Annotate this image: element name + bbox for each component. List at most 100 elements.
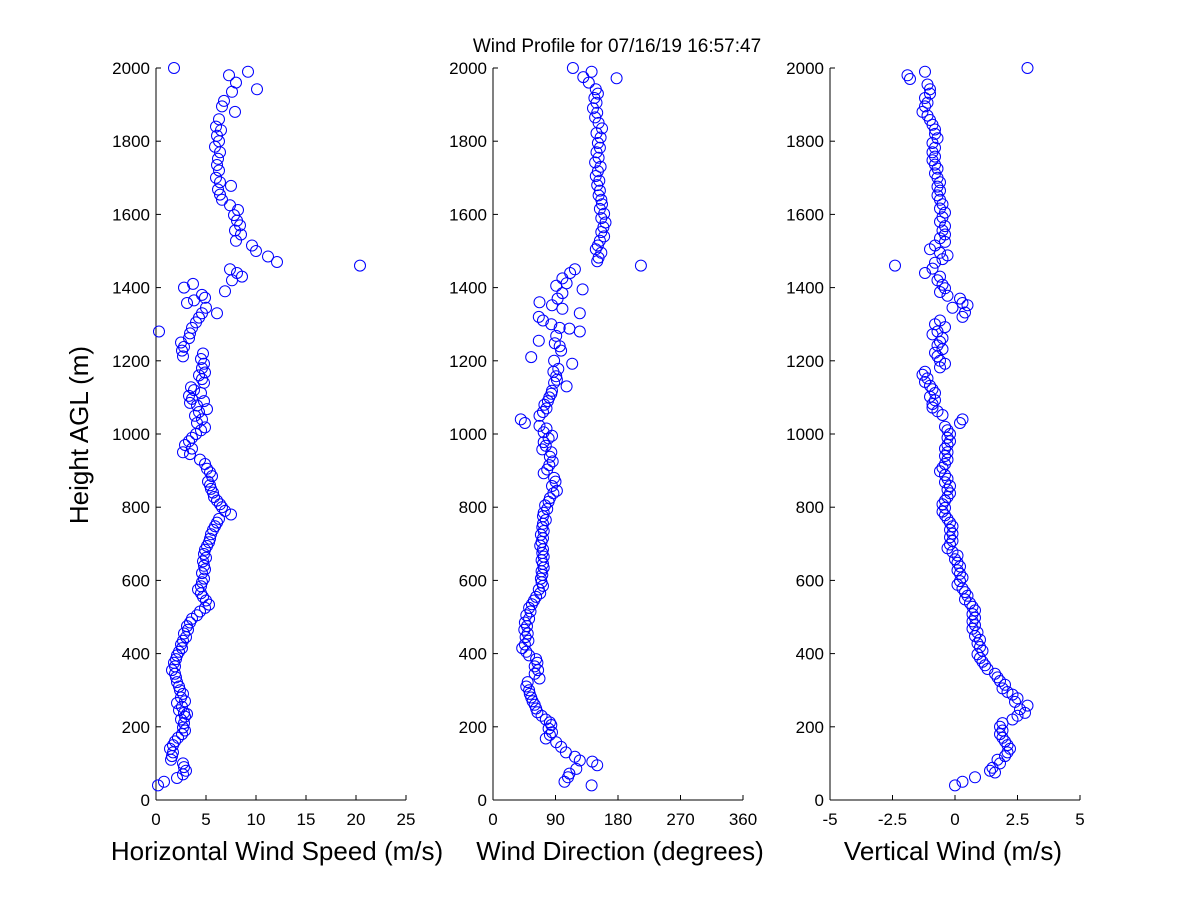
panel-wind-direction: 0 200 400 600 800 1000 1200 1400 1600 1800 2000 0 9… xyxy=(449,59,764,866)
data-point xyxy=(936,505,949,518)
data-point xyxy=(182,623,194,636)
data-point xyxy=(549,475,562,488)
data-point xyxy=(929,150,941,163)
data-point xyxy=(251,83,263,96)
data-point xyxy=(941,424,954,437)
data-point xyxy=(534,587,547,600)
data-point xyxy=(153,325,165,338)
data-point xyxy=(944,428,956,440)
data-point xyxy=(984,764,996,777)
y-tick-label: 1600 xyxy=(786,205,824,224)
data-point xyxy=(996,731,1009,744)
data-point xyxy=(190,428,202,440)
data-point xyxy=(566,357,579,370)
axis-lines xyxy=(155,68,406,801)
data-point xyxy=(183,389,195,402)
data-point xyxy=(540,402,553,415)
data-point xyxy=(174,684,186,697)
data-point xyxy=(951,556,964,569)
x-axis-label-wind-direction: Wind Direction (degrees) xyxy=(476,836,764,866)
data-point xyxy=(212,152,224,165)
data-point xyxy=(904,73,916,85)
x-axis-ticks: -5 -2.5 0 2.5 5 xyxy=(822,795,1085,829)
data-point xyxy=(205,528,217,541)
data-point xyxy=(226,274,238,287)
x-tick-label: -2.5 xyxy=(878,810,907,829)
y-tick-label: 400 xyxy=(796,645,824,664)
y-axis-ticks: 0 200 400 600 800 1000 1200 1400 1600 1800 2000 xyxy=(112,59,161,810)
data-point xyxy=(1004,742,1016,755)
data-point xyxy=(521,676,534,689)
data-point xyxy=(520,645,533,658)
y-tick-label: 1200 xyxy=(786,352,824,371)
data-point xyxy=(545,446,558,459)
data-point xyxy=(590,146,603,159)
data-point xyxy=(188,294,200,307)
data-point xyxy=(214,188,226,201)
data-point xyxy=(178,281,190,294)
data-point xyxy=(1001,746,1014,759)
data-point xyxy=(568,263,581,276)
data-point xyxy=(969,604,981,617)
data-point xyxy=(197,555,209,568)
data-point xyxy=(934,246,946,259)
y-tick-label: 1800 xyxy=(112,132,150,151)
y-tick-label: 600 xyxy=(459,571,487,590)
data-point xyxy=(194,605,206,618)
panel-horizontal-wind-speed: 0 200 400 600 800 1000 1200 1400 1600 1800 2000 0 5… xyxy=(111,59,443,866)
data-point xyxy=(216,100,228,113)
data-point xyxy=(199,421,211,434)
data-point xyxy=(961,299,974,312)
data-point xyxy=(214,176,226,189)
data-point xyxy=(969,611,981,624)
data-point xyxy=(176,728,188,741)
data-point xyxy=(585,65,598,78)
data-point xyxy=(216,501,228,514)
data-point xyxy=(169,667,181,680)
data-point xyxy=(1019,706,1031,719)
data-point xyxy=(514,413,527,426)
data-point xyxy=(941,439,954,451)
data-point xyxy=(595,212,608,225)
data-point xyxy=(941,472,954,485)
data-point xyxy=(573,307,586,320)
data-point xyxy=(537,314,549,327)
data-point xyxy=(941,512,954,525)
data-point xyxy=(262,250,274,263)
data-point xyxy=(951,549,964,562)
data-point xyxy=(573,325,586,338)
data-point xyxy=(939,321,951,334)
data-point xyxy=(196,288,208,301)
data-point xyxy=(528,660,541,673)
data-point xyxy=(934,270,946,283)
data-point xyxy=(946,534,959,547)
data-point xyxy=(939,469,951,481)
data-point xyxy=(525,598,538,611)
data-point xyxy=(951,564,964,577)
data-point xyxy=(956,775,969,788)
scatter-points xyxy=(889,62,1034,792)
data-point xyxy=(991,671,1004,684)
data-point xyxy=(219,285,231,298)
y-tick-label: 1200 xyxy=(449,352,487,371)
data-point xyxy=(183,435,195,448)
data-point xyxy=(934,335,946,348)
data-point xyxy=(966,608,979,621)
data-point xyxy=(354,259,366,272)
data-point xyxy=(934,361,946,374)
data-point xyxy=(531,706,544,719)
data-point xyxy=(974,641,986,653)
data-point xyxy=(949,553,961,566)
data-point xyxy=(939,509,951,522)
data-point xyxy=(271,256,283,268)
data-point xyxy=(573,754,586,767)
data-point xyxy=(519,631,532,644)
data-point xyxy=(198,376,210,389)
data-point xyxy=(195,387,207,399)
data-point xyxy=(520,680,533,693)
data-point xyxy=(533,296,546,309)
data-point xyxy=(223,69,235,82)
data-point xyxy=(200,594,212,607)
y-tick-label: 200 xyxy=(122,718,150,737)
data-point xyxy=(533,419,546,432)
